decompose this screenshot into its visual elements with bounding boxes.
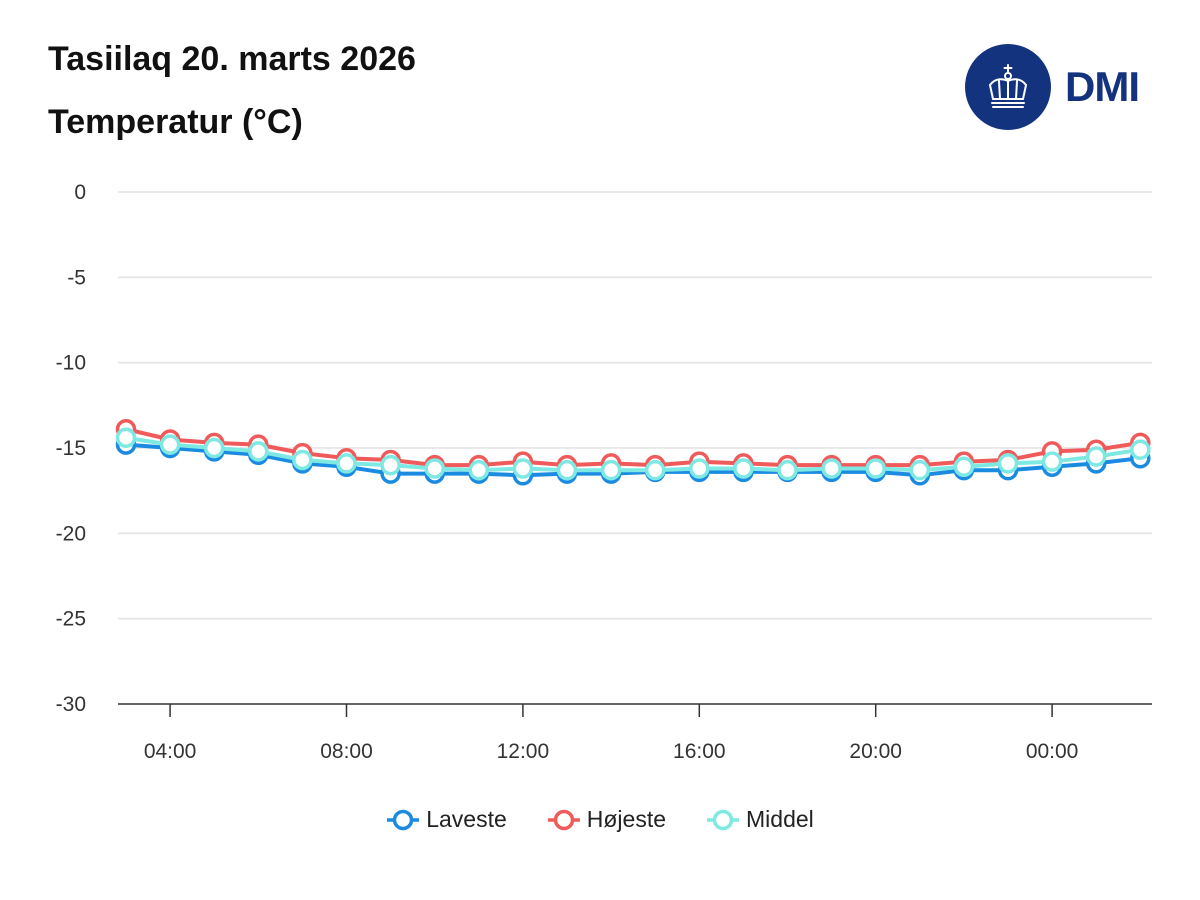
y-tick-label: -20 (56, 522, 86, 545)
series-middel (115, 427, 1151, 481)
legend-marker-icon (387, 809, 420, 830)
data-point[interactable] (556, 459, 578, 481)
data-point[interactable] (733, 458, 754, 479)
legend-item-middel[interactable]: Middel (706, 806, 814, 833)
data-point[interactable] (292, 449, 313, 471)
x-tick-label: 16:00 (673, 740, 726, 763)
data-point[interactable] (600, 459, 622, 481)
x-tick-label: 12:00 (497, 740, 550, 763)
logo-text: DMI (1065, 63, 1140, 110)
x-tick-label: 20:00 (849, 740, 902, 763)
data-point[interactable] (203, 437, 225, 459)
data-point[interactable] (1085, 446, 1107, 467)
data-point[interactable] (159, 434, 181, 455)
x-tick-label: 00:00 (1026, 740, 1079, 763)
data-point[interactable] (1041, 451, 1063, 472)
data-point[interactable] (380, 454, 401, 476)
series-layer (115, 418, 1151, 486)
data-point[interactable] (953, 456, 975, 478)
data-point[interactable] (512, 458, 534, 479)
chart-legend: Laveste Højeste Middel (0, 806, 1200, 833)
legend-label: Laveste (426, 806, 507, 832)
y-tick-label: -25 (56, 608, 86, 631)
grid-layer (118, 191, 1152, 620)
y-tick-label: 0 (74, 181, 86, 204)
data-point[interactable] (336, 453, 357, 474)
legend-marker-icon (707, 809, 740, 830)
legend-item-laveste[interactable]: Laveste (386, 806, 507, 833)
legend-label: Middel (746, 806, 814, 832)
data-point[interactable] (424, 458, 445, 479)
crown-icon (965, 44, 1051, 130)
data-point[interactable] (248, 441, 269, 462)
chart-title: Tasiilaq 20. marts 2026 (48, 40, 416, 78)
axis-layer: 0 -5 -10 -15 -20 -25 -30 04:00 08:00 12:00 16:00 20… (56, 181, 1152, 763)
legend-label: Højeste (586, 806, 667, 832)
data-point[interactable] (909, 459, 931, 481)
legend-item-højeste[interactable]: Højeste (547, 806, 666, 833)
y-tick-label: -15 (56, 437, 86, 460)
data-point[interactable] (644, 459, 666, 481)
x-tick-label: 04:00 (144, 740, 197, 763)
data-point[interactable] (821, 458, 842, 479)
data-point[interactable] (468, 459, 490, 481)
y-tick-label: -30 (56, 693, 86, 716)
data-point[interactable] (1130, 439, 1151, 460)
data-point[interactable] (777, 459, 798, 481)
data-point[interactable] (115, 427, 137, 449)
data-point[interactable] (689, 458, 710, 479)
y-tick-label: -5 (67, 266, 86, 289)
dmi-logo[interactable]: DMI (965, 44, 1140, 130)
legend-marker-icon (547, 809, 580, 830)
chart-subtitle: Temperatur (°C) (48, 103, 303, 141)
data-point[interactable] (865, 458, 886, 479)
data-point[interactable] (997, 453, 1019, 474)
x-tick-label: 08:00 (320, 740, 373, 763)
y-tick-label: -10 (56, 352, 86, 375)
